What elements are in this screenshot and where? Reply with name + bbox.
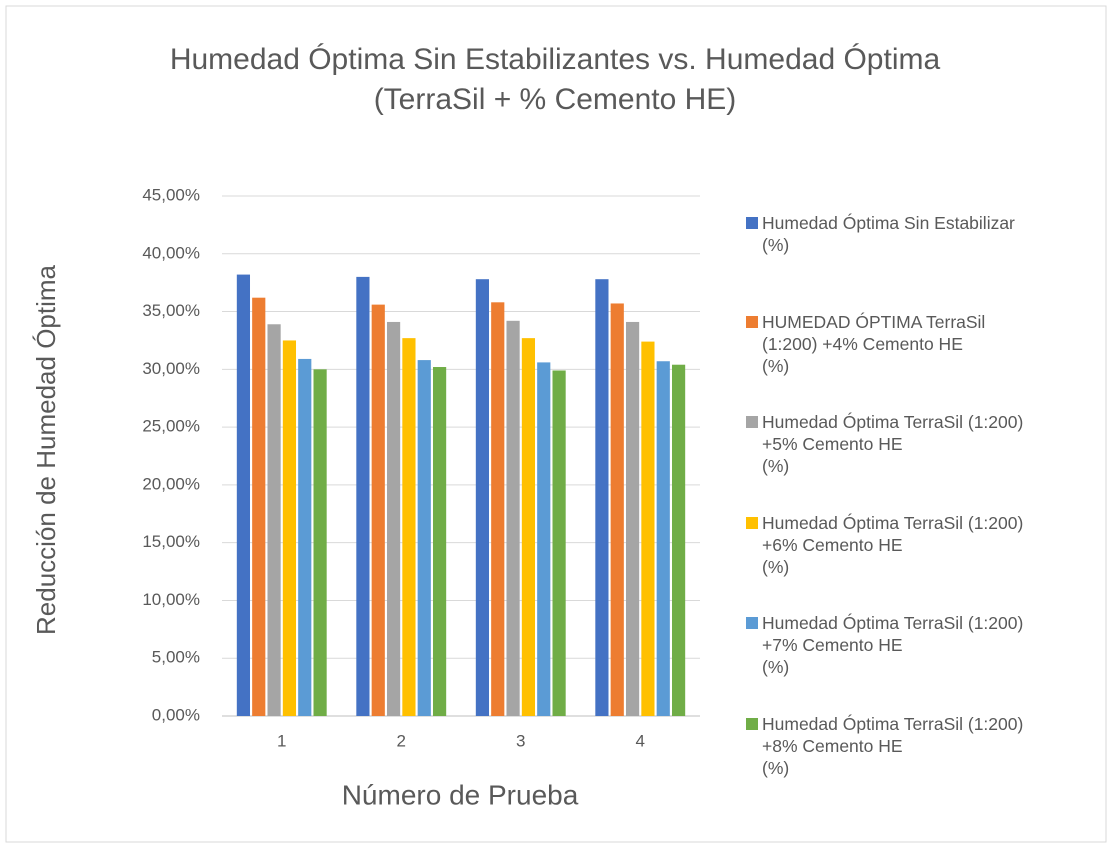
bar [595, 279, 609, 716]
y-tick-label: 30,00% [142, 359, 200, 378]
legend-swatch [746, 718, 758, 730]
legend-label: HUMEDAD ÓPTIMA TerraSil (1:200) +4% Ceme… [762, 312, 986, 376]
x-tick-label: 1 [277, 731, 286, 750]
bar [402, 338, 416, 716]
bar [371, 304, 385, 716]
legend-swatch [746, 316, 758, 328]
x-axis-title: Número de Prueba [342, 779, 579, 810]
bar [282, 340, 297, 716]
legend-label: Humedad Óptima TerraSil (1:200) +8% Ceme… [762, 714, 1024, 778]
bar [267, 324, 281, 716]
bar [386, 321, 401, 716]
y-tick-label: 20,00% [142, 474, 200, 493]
x-tick-label: 2 [397, 731, 406, 750]
bar [671, 364, 686, 716]
x-tick-label: 4 [636, 731, 645, 750]
y-tick-label: 15,00% [142, 532, 200, 551]
bar [432, 367, 447, 716]
legend-label: Humedad Óptima TerraSil (1:200) +7% Ceme… [762, 613, 1024, 677]
bar [552, 370, 566, 716]
bar [356, 276, 370, 716]
bar [298, 358, 312, 716]
y-axis-title: Reducción de Humedad Óptima [31, 264, 61, 635]
y-tick-label: 0,00% [152, 705, 200, 724]
bar [313, 369, 327, 716]
bar [610, 303, 624, 716]
legend-label: Humedad Óptima TerraSil (1:200) +5% Ceme… [762, 412, 1024, 476]
y-tick-label: 10,00% [142, 590, 200, 609]
bar [537, 362, 551, 716]
bar [641, 341, 655, 716]
legend-label: Humedad Óptima Sin Estabilizar (%) [762, 213, 1015, 255]
legend-swatch [746, 416, 758, 428]
y-tick-label: 5,00% [152, 648, 200, 667]
bar [417, 360, 431, 716]
y-tick-label: 40,00% [142, 243, 200, 262]
bar [475, 279, 490, 716]
legend-swatch [746, 217, 758, 229]
legend-swatch [746, 517, 758, 529]
chart-border [5, 5, 1107, 843]
chart-title: Humedad Óptima Sin Estabilizantes vs. Hu… [169, 43, 941, 116]
legend-label: Humedad Óptima TerraSil (1:200) +6% Ceme… [762, 513, 1024, 577]
y-tick-label: 25,00% [142, 417, 200, 436]
x-tick-label: 3 [516, 731, 525, 750]
y-tick-label: 45,00% [142, 185, 200, 204]
bar [236, 274, 251, 716]
bar [252, 297, 266, 716]
bar [506, 320, 520, 716]
bar [625, 321, 640, 716]
legend-swatch [746, 617, 758, 629]
bar [491, 302, 505, 716]
bar [521, 338, 536, 716]
y-tick-label: 35,00% [142, 301, 200, 320]
bar [656, 361, 670, 716]
